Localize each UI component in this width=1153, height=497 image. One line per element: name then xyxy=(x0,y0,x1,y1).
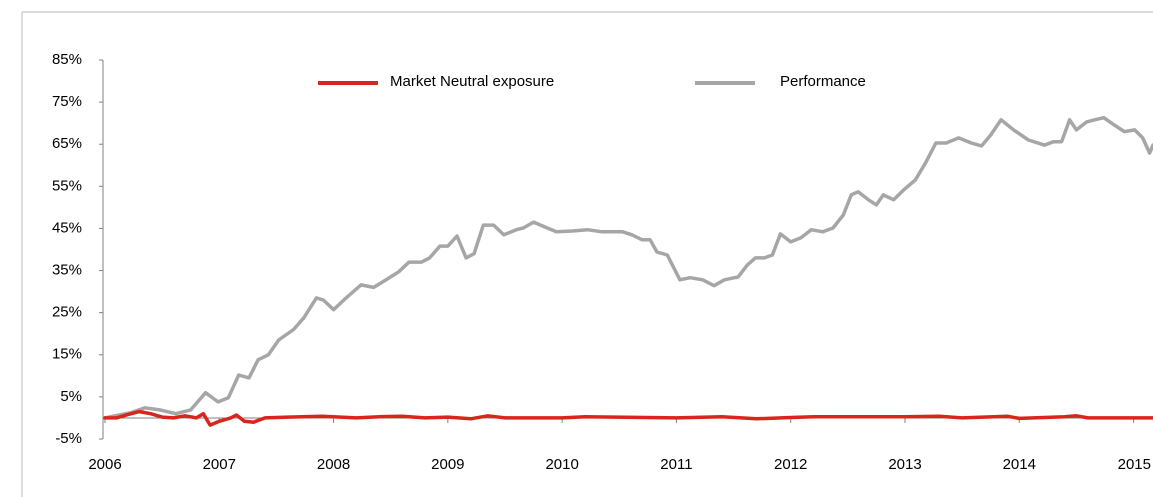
series-line xyxy=(103,409,1153,427)
y-tick-label: 65% xyxy=(52,135,82,152)
y-tick-label: 45% xyxy=(52,219,82,236)
y-tick-label: -5% xyxy=(55,430,82,447)
series-line xyxy=(103,115,1153,420)
y-tick-label: 25% xyxy=(52,304,82,321)
x-tick-label: 2008 xyxy=(317,456,350,473)
x-tick-label: 2013 xyxy=(888,456,921,473)
y-tick-label: 85% xyxy=(52,51,82,68)
x-tick-label: 2011 xyxy=(660,456,692,473)
y-tick-label: 75% xyxy=(52,93,82,110)
legend-label: Performance xyxy=(780,73,866,90)
x-tick-label: 2009 xyxy=(431,456,464,473)
x-tick-label: 2012 xyxy=(774,456,807,473)
y-tick-label: 35% xyxy=(52,262,82,279)
y-tick-label: 15% xyxy=(52,346,82,363)
x-tick-label: 2015 xyxy=(1118,456,1151,473)
y-tick-label: 55% xyxy=(52,177,82,194)
x-tick-label: 2014 xyxy=(1003,456,1036,473)
x-tick-label: 2007 xyxy=(203,456,236,473)
x-tick-label: 2010 xyxy=(545,456,578,473)
y-tick-label: 5% xyxy=(60,388,82,405)
x-tick-label: 2006 xyxy=(88,456,121,473)
legend-label: Market Neutral exposure xyxy=(390,73,554,90)
